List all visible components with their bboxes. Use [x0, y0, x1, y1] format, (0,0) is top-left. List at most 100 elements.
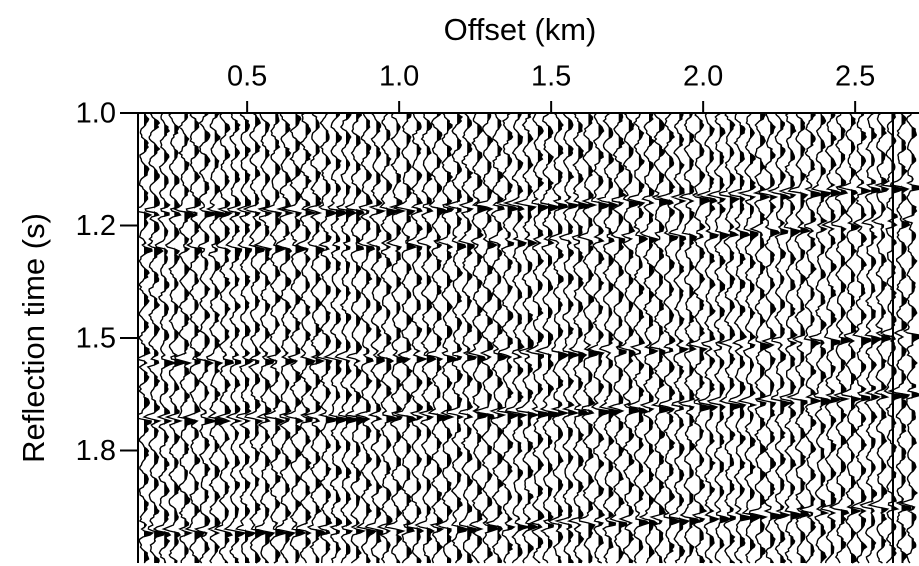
wiggle-trace: [322, 113, 351, 564]
wiggle-fill: [628, 113, 641, 563]
wiggle-fill: [305, 113, 316, 563]
wiggle-fill: [255, 113, 267, 563]
wiggle-fill: [679, 113, 689, 563]
wiggle-trace: [819, 113, 843, 564]
wiggle-fill: [406, 113, 416, 563]
wiggle-fill: [497, 113, 507, 563]
wiggle-trace: [315, 113, 339, 564]
wiggle-fill: [881, 113, 891, 563]
wiggle-trace: [859, 113, 884, 564]
wiggle-fill: [154, 113, 165, 563]
x-tick-label: 1.0: [379, 61, 419, 93]
wiggle-fill: [467, 113, 477, 563]
wiggle-trace: [302, 113, 327, 564]
wiggle-trace: [280, 113, 309, 564]
wiggle-fill: [719, 113, 731, 563]
wiggle-fill: [325, 113, 337, 563]
wiggle-fill: [911, 113, 919, 563]
wiggle-trace: [879, 113, 906, 564]
wiggle-trace: [260, 113, 289, 564]
wiggle-trace: [667, 113, 691, 564]
wiggle-trace: [152, 113, 178, 564]
wiggle-trace: [688, 113, 715, 564]
wiggle-fill: [790, 113, 803, 563]
wiggle-trace: [606, 113, 628, 564]
wiggle-fill: [537, 113, 550, 563]
wiggle-trace: [172, 113, 199, 564]
wiggle-fill: [356, 113, 367, 563]
wiggle-trace: [648, 113, 674, 564]
wiggle-fill: [830, 113, 842, 563]
wiggle-trace: [484, 113, 509, 564]
wiggle-trace: [223, 113, 247, 564]
wiggle-trace: [205, 113, 230, 564]
wiggle-trace: [798, 113, 823, 564]
wiggle-trace: [512, 113, 540, 564]
wiggle-trace: [554, 113, 582, 564]
wiggle-trace: [887, 113, 912, 564]
x-tick-label: 2.0: [683, 61, 723, 93]
wiggle-trace: [457, 113, 479, 564]
wiggle-trace: [502, 113, 532, 564]
wiggle-trace: [465, 113, 491, 564]
wiggle-fill: [618, 113, 627, 563]
wiggle-fill: [144, 113, 153, 563]
wiggle-fill: [426, 113, 436, 563]
wiggle-trace: [736, 113, 763, 564]
wiggle-trace: [392, 113, 418, 564]
wiggle-trace: [253, 113, 276, 564]
wiggle-trace: [866, 113, 892, 564]
wiggle-trace: [354, 113, 378, 564]
wiggle-fill: [457, 113, 468, 563]
wiggle-trace: [695, 113, 721, 564]
wiggle-trace: [767, 113, 793, 564]
wiggle-trace: [334, 113, 359, 564]
wiggle-fill: [517, 113, 530, 563]
y-tick-label: 1.8: [76, 435, 116, 467]
wiggle-trace: [364, 113, 387, 564]
wiggle-fill: [851, 113, 861, 563]
wiggle-trace: [705, 113, 732, 564]
wiggle-fill: [386, 113, 399, 563]
traces: [138, 113, 919, 564]
wiggle-trace: [494, 113, 522, 564]
wiggle-trace: [425, 113, 452, 564]
wiggle-trace: [182, 113, 205, 564]
wiggle-fill: [901, 113, 911, 563]
wiggle-trace: [193, 113, 219, 564]
wiggle-trace: [274, 113, 298, 564]
wiggle-fill: [810, 113, 822, 563]
wiggle-fill: [275, 113, 287, 563]
y-tick-label: 1.2: [76, 210, 116, 242]
wiggle-trace: [242, 113, 269, 564]
wiggle-trace: [595, 113, 622, 564]
wiggle-trace: [785, 113, 812, 564]
wiggle-trace: [566, 113, 590, 564]
wiggle-trace: [414, 113, 437, 564]
y-tick-label: 1.5: [76, 323, 116, 355]
wiggle-trace: [525, 113, 552, 564]
wiggle-fill: [366, 113, 376, 563]
wiggle-trace: [547, 113, 571, 564]
wiggle-fill: [649, 113, 658, 563]
wiggle-fill: [346, 113, 358, 563]
wiggle-trace: [677, 113, 701, 564]
wiggle-trace: [444, 113, 469, 564]
wiggle-trace: [235, 113, 257, 564]
wiggle-trace: [576, 113, 601, 564]
wiggle-trace: [757, 113, 782, 564]
wiggle-trace: [828, 113, 853, 564]
wiggle-trace: [142, 113, 166, 564]
wiggle-trace: [138, 113, 155, 564]
wiggle-trace: [716, 113, 741, 564]
wiggle-fill: [750, 113, 761, 563]
wiggle-fill: [548, 113, 560, 563]
wiggle-fill: [204, 113, 217, 563]
wiggle-trace: [898, 113, 919, 564]
wiggle-trace: [778, 113, 805, 564]
wiggle-trace: [344, 113, 369, 564]
y-tick-label: 1.0: [76, 98, 116, 130]
wiggle-fill: [477, 113, 489, 563]
wiggle-trace: [638, 113, 659, 564]
wiggle-trace: [161, 113, 186, 564]
